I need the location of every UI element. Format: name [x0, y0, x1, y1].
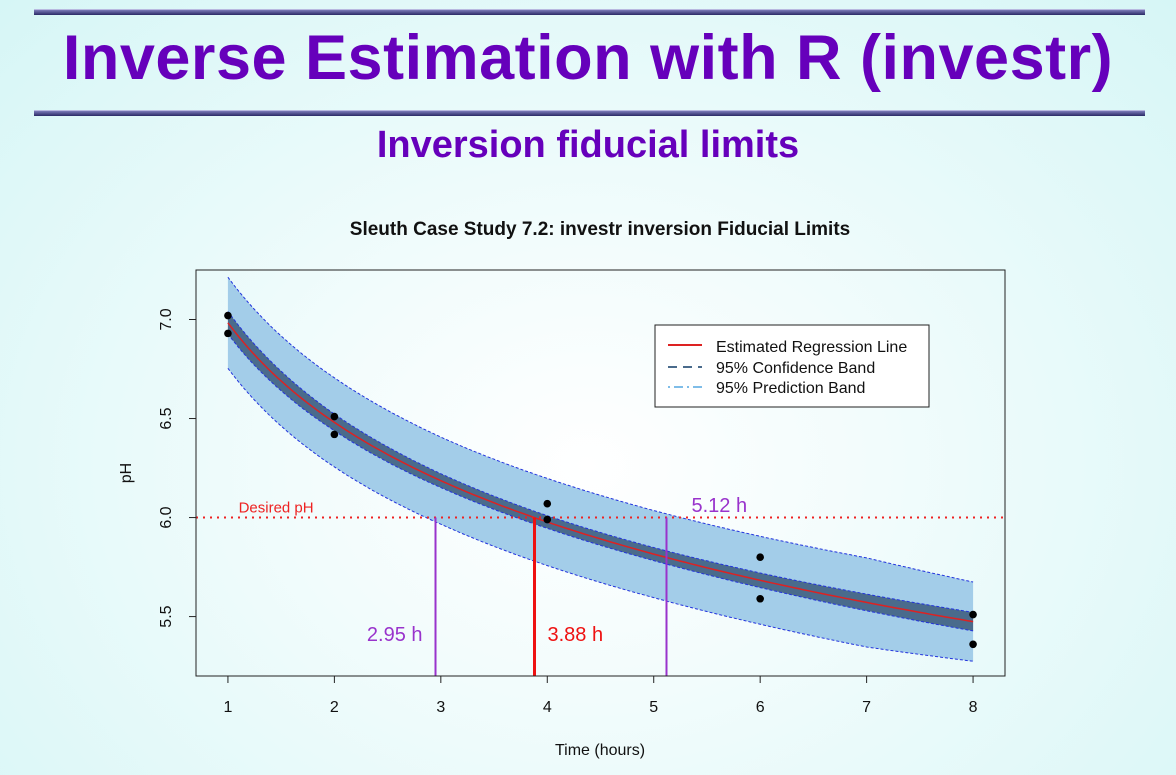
- y-tick-label: 6.5: [158, 407, 175, 429]
- data-point: [330, 412, 339, 421]
- plot-frame: [195, 269, 1006, 677]
- x-tick-label: 4: [543, 699, 552, 716]
- y-tick-label: 5.5: [158, 605, 175, 627]
- data-point: [969, 610, 977, 619]
- data-point: [224, 329, 232, 338]
- confidence-band-upper-edge: [227, 311, 974, 613]
- data-point: [330, 430, 339, 439]
- confidence-band-lower-edge: [227, 333, 974, 632]
- data-point: [756, 553, 764, 561]
- x-axis-label: Time (hours): [555, 742, 645, 759]
- lower-limit-label: 2.95 h: [367, 624, 423, 646]
- legend-label-regression: Estimated Regression Line: [716, 339, 907, 356]
- prediction-band-lower-edge: [227, 367, 974, 662]
- prediction-band: [227, 277, 974, 662]
- x-tick-label: 6: [756, 699, 765, 716]
- data-point: [543, 499, 552, 508]
- data-point: [756, 594, 764, 603]
- bottom-rule: [34, 110, 1145, 116]
- x-tick-label: 7: [862, 699, 871, 716]
- data-point: [224, 311, 232, 320]
- regression-line: [227, 322, 974, 623]
- slide-title: Inverse Estimation with R (investr): [62, 23, 1114, 93]
- y-tick-label: 7.0: [158, 308, 175, 330]
- top-rule: [34, 9, 1145, 15]
- upper-limit-label: 5.12 h: [691, 495, 747, 517]
- y-axis-label: pH: [118, 463, 135, 483]
- legend: Estimated Regression Line 95% Confidence…: [654, 324, 930, 408]
- x-tick-label: 2: [330, 699, 339, 716]
- chart-title: Sleuth Case Study 7.2: investr inversion…: [350, 219, 850, 240]
- x-tick-label: 5: [649, 699, 658, 716]
- x-tick-label: 3: [436, 699, 445, 716]
- estimate-label: 3.88 h: [548, 624, 604, 646]
- legend-label-prediction: 95% Prediction Band: [716, 380, 865, 397]
- data-point: [543, 515, 552, 524]
- plot-area: Desired pH 2.95 h 3.88 h 5.12 h 1 2 3 4 5 6 7 8 5.5 6…: [158, 269, 1006, 716]
- data-point: [969, 640, 977, 649]
- legend-label-confidence: 95% Confidence Band: [716, 360, 875, 377]
- x-tick-label: 8: [969, 699, 978, 716]
- y-tick-label: 6.0: [158, 506, 175, 528]
- desired-ph-label: Desired pH: [239, 500, 314, 517]
- x-tick-label: 1: [223, 699, 232, 716]
- slide-subtitle: Inversion fiducial limits: [376, 124, 800, 166]
